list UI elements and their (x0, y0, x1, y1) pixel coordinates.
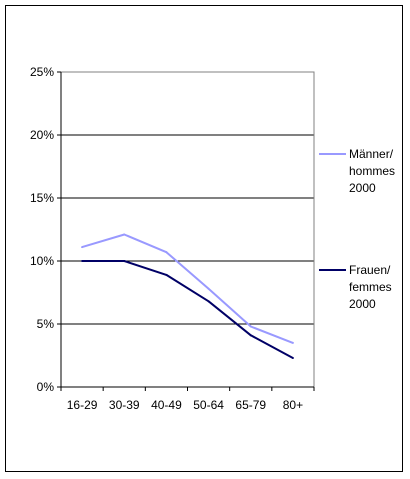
series-line (82, 260, 294, 359)
data-point (123, 233, 126, 236)
legend-label: 2000 (349, 181, 376, 195)
data-point (123, 260, 126, 262)
plot-area (60, 71, 315, 388)
x-axis-ticks: 16-29 30-39 40-49 50-64 65-79 80+ (60, 386, 315, 412)
series-line (81, 233, 294, 344)
data-point (81, 260, 84, 262)
data-point (249, 325, 252, 328)
data-point (207, 300, 210, 303)
legend: Männer/hommes 2000 Frauen/femmes 2000 (319, 147, 395, 311)
y-tick-label: 20% (30, 128, 54, 142)
data-point (165, 273, 168, 276)
legend-label: Männer/ (349, 147, 394, 161)
legend-label: Frauen/ (349, 263, 391, 277)
data-point (207, 287, 210, 290)
data-point (165, 251, 168, 254)
legend-label: 2000 (349, 297, 376, 311)
legend-label: hommes (349, 164, 395, 178)
y-tick-label: 5% (37, 317, 55, 331)
data-point (249, 334, 252, 337)
y-tick-label: 25% (30, 65, 54, 79)
chart-frame (5, 5, 403, 472)
x-tick-label: 16-29 (67, 398, 98, 412)
data-point (81, 246, 84, 249)
y-tick-label: 10% (30, 254, 54, 268)
legend-label: femmes (349, 280, 392, 294)
data-point (291, 357, 294, 360)
y-tick-label: 15% (30, 191, 54, 205)
x-tick-label: 30-39 (109, 398, 140, 412)
x-tick-label: 80+ (283, 398, 303, 412)
gridlines (61, 134, 314, 325)
x-tick-label: 65-79 (235, 398, 266, 412)
y-tick-label: 0% (37, 380, 55, 394)
series-lines (81, 233, 294, 360)
x-tick-label: 40-49 (151, 398, 182, 412)
data-point (291, 341, 294, 344)
x-tick-label: 50-64 (193, 398, 224, 412)
y-axis-ticks: 0% 5% 10% 15% 20% 25% (30, 65, 62, 394)
